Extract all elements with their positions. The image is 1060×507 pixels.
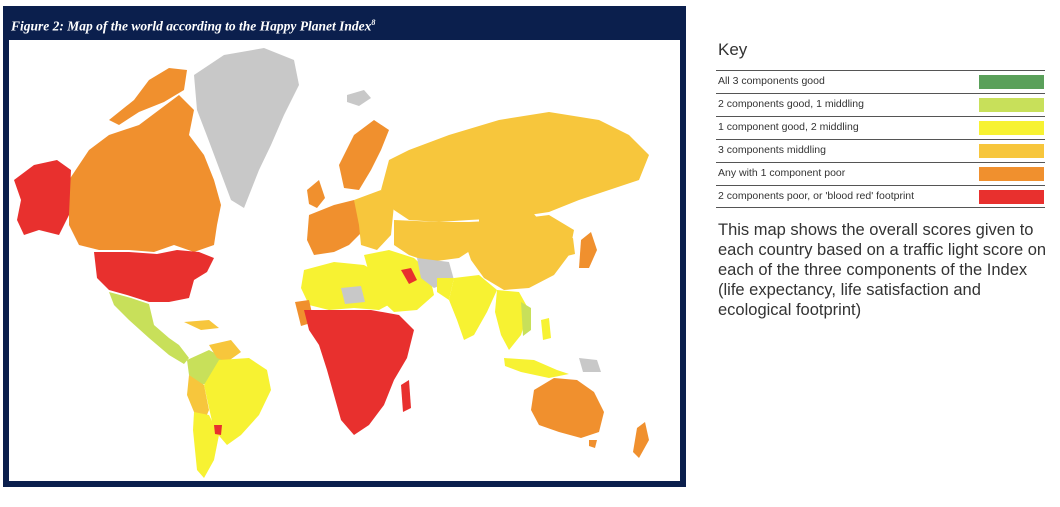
key-swatch [979,190,1044,204]
region-vietnam [521,302,531,336]
key-label: 2 components good, 1 middling [718,98,864,110]
region-philippines [541,318,551,340]
key-row: 3 components middling [716,139,1045,162]
key-row: Any with 1 component poor [716,162,1045,185]
key-swatch [979,144,1044,158]
region-indonesia [504,358,569,378]
region-sahara-nodata [341,286,365,304]
world-map [9,40,680,481]
region-korea [565,238,575,256]
key-label: All 3 components good [718,75,825,87]
region-mongolia [479,208,539,225]
region-arctic-islands [109,68,187,125]
key-swatch [979,121,1044,135]
key-row: All 3 components good [716,70,1045,93]
key-title: Key [718,40,748,59]
region-madagascar [401,380,411,412]
map-description: This map shows the overall scores given … [718,221,1047,319]
region-cuba [184,320,219,330]
region-greenland [194,48,299,208]
region-alaska [14,160,71,235]
region-tasmania [589,440,597,448]
key-label: 2 components poor, or 'blood red' footpr… [718,190,915,202]
region-south-cone [193,412,219,478]
region-iraq [401,268,417,284]
region-west-europe [307,200,369,255]
region-venezuela [209,340,241,362]
region-paraguay [214,425,222,435]
region-usa [94,250,214,302]
region-mexico [109,292,189,364]
key-label: 1 component good, 2 middling [718,121,859,133]
region-pakistan [437,278,454,300]
region-japan [579,232,597,268]
region-east-europe [354,190,394,250]
region-china [464,215,574,290]
region-central-asia [394,220,479,262]
key-swatch [979,167,1044,181]
key-swatch [979,98,1044,112]
region-se-asia [495,290,529,350]
key-swatch [979,75,1044,89]
region-brazil [204,358,271,445]
region-png [579,358,601,372]
region-iceland [347,90,371,106]
key-row: 1 component good, 2 middling [716,116,1045,139]
figure-title: Figure 2: Map of the world according to … [9,8,679,38]
footnote-mark: 8 [371,18,376,27]
region-uk [307,180,325,208]
region-egypt [369,272,391,298]
key-label: 3 components middling [718,144,826,156]
key-label: Any with 1 component poor [718,167,846,179]
key-table: All 3 components good 2 components good,… [716,70,1045,208]
region-sub-saharan [304,310,414,435]
figure-title-text: Figure 2: Map of the world according to … [11,18,372,34]
region-india [449,275,497,340]
region-peru-bolivia [187,375,209,422]
region-canada [69,95,221,252]
region-scandinavia [339,120,389,190]
key-row: 2 components poor, or 'blood red' footpr… [716,185,1045,208]
region-australia [531,378,604,438]
region-russia [381,112,649,222]
world-map-svg [14,48,649,478]
region-new-zealand [633,422,649,458]
key-row: 2 components good, 1 middling [716,93,1045,116]
